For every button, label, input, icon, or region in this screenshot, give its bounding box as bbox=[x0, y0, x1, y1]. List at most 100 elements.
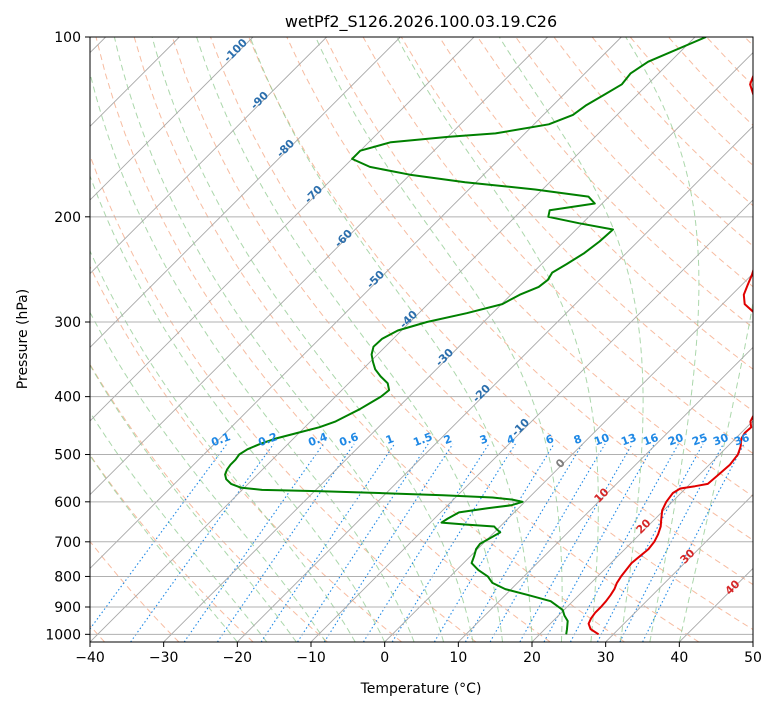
moist-adiabat-line bbox=[90, 71, 415, 642]
dry-adiabats bbox=[90, 37, 753, 642]
mixing-ratio-label: 0.1 bbox=[209, 430, 232, 449]
mixing-ratio-label: 8 bbox=[572, 432, 584, 447]
mixing-ratio-line bbox=[260, 443, 396, 642]
isotherm-line bbox=[90, 37, 696, 642]
dry-adiabat-line bbox=[515, 37, 753, 288]
moist-adiabats bbox=[90, 37, 753, 642]
moist-adiabat-line bbox=[396, 37, 599, 642]
dry-adiabat-line bbox=[90, 265, 403, 642]
mixing-ratio-label: 16 bbox=[641, 431, 660, 449]
mixing-ratio-label: 1.5 bbox=[411, 430, 434, 449]
moist-adiabat-line bbox=[90, 411, 268, 642]
mixing-ratio-label: 20 bbox=[666, 431, 685, 449]
sounding-series bbox=[224, 37, 753, 636]
moist-adiabat-line bbox=[151, 37, 474, 642]
y-tick-label: 500 bbox=[54, 448, 81, 464]
moist-adiabat-line bbox=[678, 299, 753, 642]
mixing-ratio-label: 6 bbox=[544, 432, 556, 447]
temperature-profile bbox=[587, 73, 753, 636]
mixing-ratio-label: 2 bbox=[442, 432, 454, 447]
y-tick-label: 1000 bbox=[45, 627, 81, 643]
mixing-ratio-line bbox=[216, 443, 355, 642]
isotherm-line bbox=[90, 37, 254, 201]
x-tick-label: 50 bbox=[744, 650, 762, 666]
y-tick-label: 900 bbox=[54, 600, 81, 616]
dry-adiabat-line bbox=[286, 37, 753, 541]
isotherm-line bbox=[90, 37, 622, 569]
moist-adiabat-line bbox=[498, 37, 644, 642]
dry-adiabat-line bbox=[171, 37, 700, 642]
y-tick-label: 200 bbox=[54, 210, 81, 226]
mixing-ratio-label: 1 bbox=[384, 432, 396, 447]
isotherm-line bbox=[90, 37, 327, 275]
moist-adiabat-line bbox=[113, 37, 445, 642]
mixing-ratio-line bbox=[433, 443, 555, 642]
moist-adiabat-line bbox=[90, 311, 327, 642]
y-tick-label: 100 bbox=[54, 30, 81, 46]
x-tick-label: −30 bbox=[149, 650, 179, 666]
mixing-ratio-label: 4 bbox=[505, 432, 517, 447]
mixing-ratio-line bbox=[183, 443, 324, 642]
dry-adiabat-line bbox=[477, 37, 753, 329]
mixing-ratio-line bbox=[323, 443, 454, 642]
mixing-ratio-label: 0.4 bbox=[306, 430, 329, 449]
isotherm-line bbox=[531, 420, 753, 642]
mixing-ratio-label: 0.2 bbox=[256, 430, 279, 449]
mixing-ratio-lines bbox=[90, 443, 745, 642]
dry-adiabat-line bbox=[95, 37, 551, 642]
moist-adiabat-line bbox=[90, 364, 297, 642]
mixing-ratio-label: 3 bbox=[478, 432, 490, 447]
mixing-ratio-line bbox=[297, 443, 429, 642]
x-tick-label: 0 bbox=[380, 650, 389, 666]
mixing-ratio-line bbox=[519, 443, 633, 642]
y-tick-label: 300 bbox=[54, 315, 81, 331]
isotherm-line bbox=[605, 494, 753, 642]
isotherm-line bbox=[458, 346, 753, 642]
mixing-ratio-label: 13 bbox=[619, 431, 638, 448]
x-tick-label: 20 bbox=[523, 650, 541, 666]
x-tick-label: 10 bbox=[449, 650, 467, 666]
isotherm-line bbox=[163, 52, 753, 642]
dewpoint-profile bbox=[224, 37, 707, 635]
isotherm-line bbox=[237, 125, 753, 642]
mixing-ratio-label: 36 bbox=[732, 431, 751, 449]
mixing-ratio-label: 25 bbox=[690, 431, 709, 448]
dry-adiabat-line bbox=[90, 453, 254, 642]
moist-adiabat-line bbox=[315, 37, 563, 642]
moist-adiabat-line bbox=[90, 249, 356, 642]
y-axis: 100 200 300 400 500 600 700 800 900 1000 bbox=[45, 30, 90, 643]
plot-frame bbox=[89, 36, 754, 643]
x-tick-label: 40 bbox=[670, 650, 688, 666]
y-axis-label: Pressure (hPa) bbox=[15, 289, 31, 389]
y-tick-label: 600 bbox=[54, 495, 81, 511]
dry-adiabat-line bbox=[324, 37, 753, 498]
x-axis-label: Temperature (°C) bbox=[360, 681, 482, 697]
dry-adiabat-line bbox=[362, 37, 753, 455]
dry-adiabat-line bbox=[133, 37, 625, 642]
moist-adiabat-line bbox=[90, 454, 238, 642]
mixing-ratio-label: 30 bbox=[711, 431, 730, 449]
y-tick-label: 700 bbox=[54, 535, 81, 551]
dry-adiabat-line bbox=[248, 37, 753, 586]
dry-adiabat-line bbox=[400, 37, 753, 412]
isotherm-line bbox=[90, 37, 401, 348]
x-axis: −40 −30 −20 −10 0 10 20 30 40 50 bbox=[75, 642, 762, 666]
isotherm-line bbox=[310, 199, 753, 642]
dry-adiabat-line bbox=[438, 37, 753, 370]
pressure-gridlines bbox=[90, 37, 753, 635]
moist-adiabat-line bbox=[196, 37, 503, 642]
dry-adiabat-line bbox=[210, 37, 753, 631]
mixing-ratio-label: 10 bbox=[592, 431, 611, 449]
mixing-ratio-line bbox=[391, 443, 516, 642]
x-tick-label: −40 bbox=[75, 650, 105, 666]
x-tick-label: −20 bbox=[223, 650, 253, 666]
isotherm-line bbox=[90, 37, 475, 422]
mixing-ratio-line bbox=[362, 443, 490, 642]
y-tick-label: 800 bbox=[54, 569, 81, 585]
y-tick-label: 400 bbox=[54, 390, 81, 406]
moist-adiabat-line bbox=[625, 37, 700, 642]
mixing-ratio-line bbox=[489, 443, 606, 642]
dry-adiabat-line bbox=[90, 153, 477, 642]
